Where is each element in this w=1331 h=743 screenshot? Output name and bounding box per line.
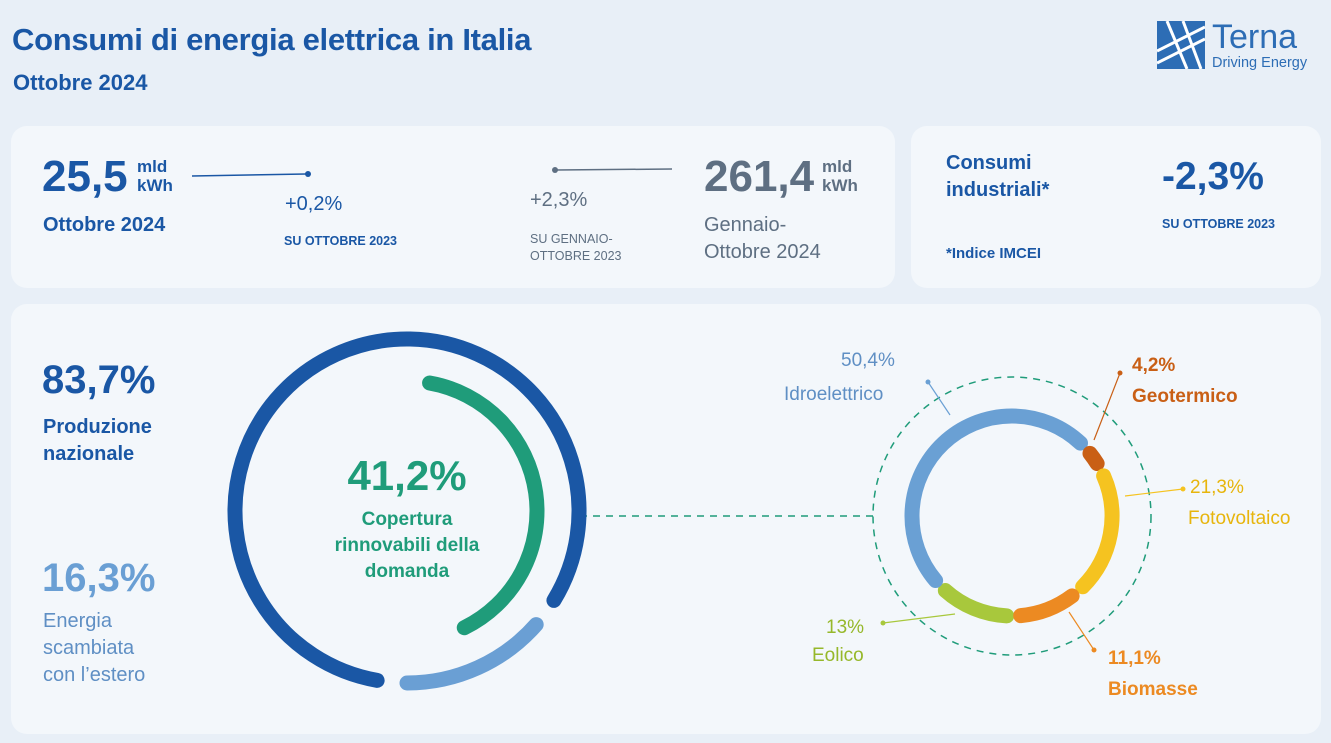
biomass-leader-dot [1091, 647, 1097, 653]
ytd-consumption-value: 261,4 [704, 152, 815, 201]
renewables-label-line3: domanda [364, 561, 450, 582]
consumption-card [11, 126, 895, 288]
hydro-name-label: Idroelettrico [784, 384, 884, 405]
exchange-label-line1: Energia [43, 610, 112, 632]
page-title: Consumi di energia elettrica in Italia [12, 22, 532, 57]
ytd-change-label-line2: OTTOBRE 2023 [530, 249, 622, 263]
ytd-unit-line2: kWh [822, 176, 858, 195]
industrial-label-line2: industriali* [946, 179, 1050, 201]
ytd-period-line1: Gennaio- [704, 214, 787, 236]
ytd-change: +2,3% [530, 189, 588, 211]
solar-leader-line [1124, 488, 1184, 497]
hydro-leader-dot [925, 379, 931, 385]
geothermal-leader-line [1093, 372, 1121, 441]
national-production-label-line1: Produzione [43, 416, 152, 438]
month-change: +0,2% [285, 193, 343, 215]
renewables-label-line1: Copertura [361, 509, 453, 530]
wind-value-label: 13% [826, 617, 865, 638]
ytd-connector-dot [552, 167, 558, 173]
exchange-label-line3: con l’estero [43, 664, 146, 686]
renewables-value: 41,2% [347, 452, 467, 499]
ytd-unit-line1: mld [822, 157, 853, 176]
ytd-change-label-line1: SU GENNAIO- [530, 232, 613, 246]
exchange-arc [399, 617, 544, 691]
wind-name-label: Eolico [812, 645, 864, 666]
logo-tagline: Driving Energy [1212, 55, 1308, 71]
industrial-value-label: SU OTTOBRE 2023 [1162, 217, 1276, 231]
geothermal-value-label: 4,2% [1132, 355, 1176, 376]
month-period: Ottobre 2024 [43, 214, 166, 236]
biomass-value-label: 11,1% [1108, 648, 1161, 669]
wind-leader-line [882, 613, 956, 624]
month-unit-line1: mld [137, 157, 168, 176]
hydro-leader-line [927, 381, 951, 416]
month-consumption-value: 25,5 [42, 152, 128, 201]
national-production-value: 83,7% [42, 358, 156, 402]
wind-arc [937, 583, 1015, 624]
biomass-leader-line [1068, 611, 1095, 651]
renewables-label-line2: rinnovabili della [334, 535, 480, 556]
national-production-arc [227, 331, 587, 688]
month-change-label: SU OTTOBRE 2023 [284, 234, 398, 248]
industrial-card [911, 126, 1321, 288]
solar-name-label: Fotovoltaico [1188, 508, 1291, 529]
hydro-value-label: 50,4% [841, 350, 895, 371]
solar-arc [1075, 468, 1120, 595]
ytd-period-line2: Ottobre 2024 [704, 241, 821, 263]
solar-leader-dot [1180, 486, 1186, 492]
terna-logo-icon [1157, 21, 1205, 69]
page-subtitle: Ottobre 2024 [13, 70, 148, 95]
industrial-footnote: *Indice IMCEI [946, 245, 1042, 262]
month-connector-line [191, 173, 307, 177]
industrial-value: -2,3% [1162, 155, 1264, 198]
month-connector-dot [305, 171, 311, 177]
biomass-arc [1013, 588, 1080, 624]
national-production-label-line2: nazionale [43, 443, 135, 465]
solar-value-label: 21,3% [1190, 477, 1244, 498]
hydro-arc [904, 408, 1089, 589]
logo-name: Terna [1212, 18, 1298, 56]
industrial-label-line1: Consumi [946, 152, 1032, 174]
geothermal-leader-dot [1117, 370, 1123, 376]
exchange-label-line2: scambiata [43, 637, 135, 659]
wind-leader-dot [880, 620, 886, 626]
geothermal-name-label: Geotermico [1132, 386, 1238, 407]
renewables-coverage-arc [422, 375, 545, 636]
month-unit-line2: kWh [137, 176, 173, 195]
biomass-name-label: Biomasse [1108, 679, 1198, 700]
geothermal-arc [1082, 445, 1105, 472]
ytd-connector-line [555, 168, 673, 171]
renewables-dashed-ring [872, 376, 1152, 656]
exchange-value: 16,3% [42, 556, 156, 600]
